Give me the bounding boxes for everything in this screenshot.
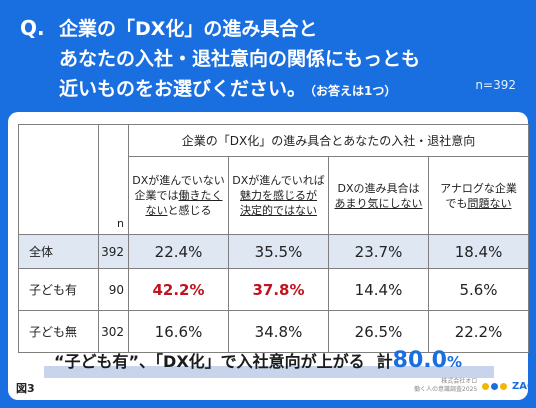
row-n: 302 [98, 310, 129, 353]
question-line-3: 近いものをお選びください。 （お答えは1つ） [59, 74, 396, 101]
summary-total-value: 80.0 [392, 348, 447, 373]
column-header-1-line3-underlined: ない [145, 204, 168, 217]
summary-statement: “子ども有”、「DX化」で入社意向が上がる [54, 352, 365, 371]
cell-value: 26.5% [328, 310, 429, 353]
column-header-4-line2-underlined: 問題ない [467, 196, 512, 210]
column-header-1: DXが進んでいない 企業では働きたく ないと感じる [128, 156, 229, 235]
logo-dot-icon [482, 382, 489, 390]
results-panel: n 企業の「DX化」の進み具合とあなたの入社・退社意向 DXが進んでいない 企業… [8, 112, 534, 400]
logo-dot-icon [500, 382, 507, 390]
table-row: 子ども有 90 42.2% 37.8% 14.4% 5.6% [18, 268, 530, 311]
cell-value: 22.4% [128, 234, 229, 269]
cell-value: 5.6% [427, 268, 530, 311]
cell-value: 14.4% [328, 268, 429, 311]
cell-value: 34.8% [228, 310, 329, 353]
column-header-3-line2-underlined: あまり気にしない [334, 196, 423, 210]
cell-value: 23.7% [328, 234, 429, 269]
column-header-1-line3: と感じる [167, 204, 212, 217]
table-corner [18, 124, 99, 235]
column-header-3: DXの進み具合は あまり気にしない [328, 156, 429, 235]
cell-value: 16.6% [128, 310, 229, 353]
summary-text: “子ども有”、「DX化」で入社意向が上がる 計80.0% [54, 348, 462, 373]
table-row: 全体 392 22.4% 35.5% 23.7% 18.4% [18, 234, 530, 269]
answer-note: （お答えは1つ） [310, 84, 397, 98]
column-header-2-line2-underlined: 魅力を感じるが [240, 189, 317, 202]
column-header-3-line1: DXの進み具合は [337, 181, 420, 195]
question-header: Q. 企業の「DX化」の進み具合と あなたの入社・退社意向の関係にもっとも 近い… [0, 0, 536, 112]
column-header-1-line2-underlined: 働きたく [178, 189, 223, 202]
n-column-header: n [98, 124, 129, 235]
figure-label: 図3 [16, 382, 35, 395]
column-header-4-line2: でも [445, 196, 468, 210]
row-n: 90 [98, 268, 129, 311]
cell-value-highlight: 37.8% [228, 268, 329, 311]
summary-total-unit: % [446, 353, 462, 371]
credit: 株式会社オロ 働く人の意識調査2025 [414, 378, 477, 394]
question-mark: Q. [20, 16, 45, 40]
logo-dot-icon [491, 382, 498, 390]
column-header-2-line1: DXが進んでいれば [232, 174, 325, 187]
question-line-3-text: 近いものをお選びください。 [59, 78, 307, 100]
question-line-1: 企業の「DX化」の進み具合と [59, 18, 318, 40]
column-header-2: DXが進んでいれば 魅力を感じるが 決定的ではない [228, 156, 329, 235]
table-row: 子ども無 302 16.6% 34.8% 26.5% 22.2% [18, 310, 530, 353]
column-header-1-line1: DXが進んでいない [132, 174, 225, 187]
zac-logo: ZAC [482, 378, 534, 394]
row-n: 392 [98, 234, 129, 269]
results-table: n 企業の「DX化」の進み具合とあなたの入社・退社意向 DXが進んでいない 企業… [18, 124, 530, 353]
summary-highlight-bar [44, 366, 494, 378]
question-line-2: あなたの入社・退社意向の関係にもっとも [59, 48, 421, 70]
row-label: 子ども無 [18, 310, 99, 353]
cell-value: 35.5% [228, 234, 329, 269]
row-label: 全体 [18, 234, 99, 269]
summary-total-label: 計 [376, 352, 393, 371]
column-header-1-line2: 企業では [134, 189, 179, 202]
cell-value: 22.2% [427, 310, 530, 353]
cell-value: 18.4% [427, 234, 530, 269]
column-header-4-line1: アナログな企業 [440, 181, 517, 195]
sample-size: n=392 [475, 78, 516, 92]
cell-value-highlight: 42.2% [128, 268, 229, 311]
summary-callout: “子ども有”、「DX化」で入社意向が上がる 計80.0% [44, 348, 494, 378]
group-header: 企業の「DX化」の進み具合とあなたの入社・退社意向 [127, 124, 530, 157]
column-header-4: アナログな企業 でも問題ない [427, 156, 530, 235]
credit-line-2: 働く人の意識調査2025 [414, 386, 478, 393]
column-header-2-line3-underlined: 決定的ではない [240, 204, 317, 217]
row-label: 子ども有 [18, 268, 99, 311]
logo-text: ZAC [512, 380, 535, 392]
credit-line-1: 株式会社オロ [441, 378, 478, 385]
